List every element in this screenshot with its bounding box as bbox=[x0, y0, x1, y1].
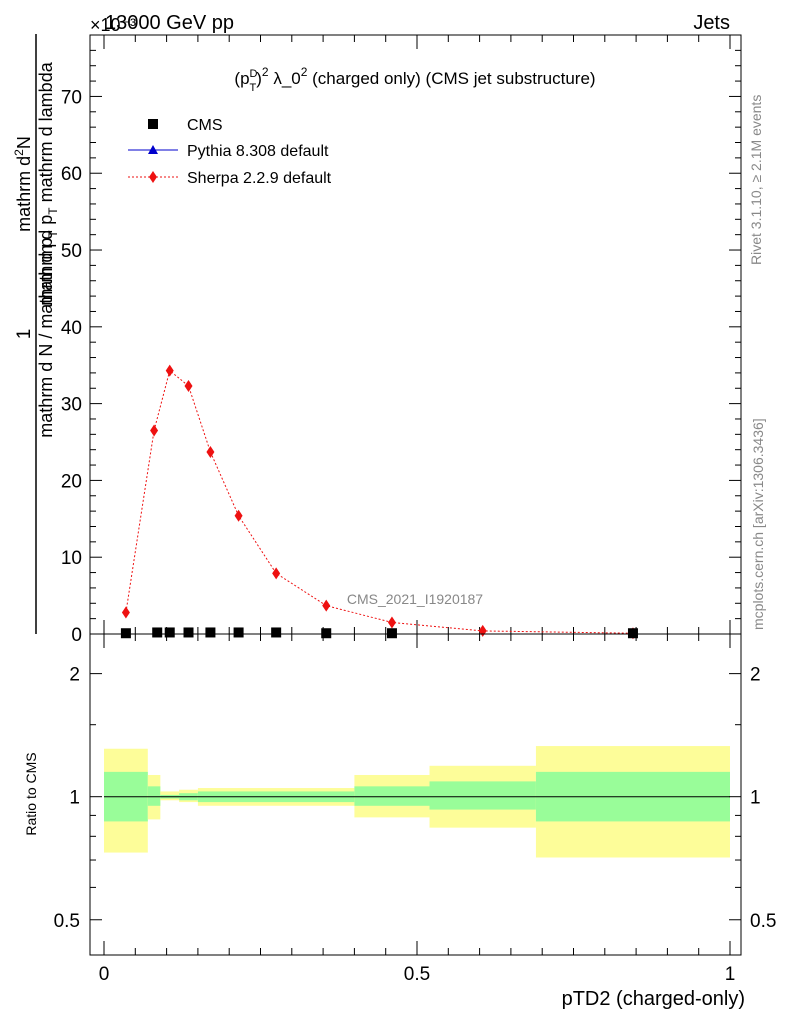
sherpa-point bbox=[206, 445, 215, 458]
legend-entry-sherpa: Sherpa 2.2.9 default bbox=[128, 170, 332, 187]
sherpa-point bbox=[165, 364, 174, 377]
ratio-y-label: Ratio to CMS bbox=[23, 752, 39, 835]
x-tick-label: 0.5 bbox=[404, 964, 430, 985]
main-y-axis-label: 1 mathrm d N / mathrm d pT mathrm d2N ma… bbox=[12, 34, 60, 634]
cms-point bbox=[627, 628, 638, 639]
ratio-inner-band bbox=[147, 786, 161, 806]
ratio-x-ticks: 0 0.5 1 bbox=[99, 634, 736, 985]
y-tick-label: 50 bbox=[61, 241, 82, 262]
sherpa-point bbox=[387, 616, 396, 629]
cms-point bbox=[386, 628, 397, 639]
ratio-inner-band bbox=[429, 781, 536, 810]
ratio-plot-frame bbox=[89, 633, 742, 956]
cms-point bbox=[120, 628, 131, 639]
y-tick-label: 70 bbox=[61, 87, 82, 108]
cms-point bbox=[271, 627, 282, 638]
ratio-y-tick-label: 0.5 bbox=[54, 911, 80, 932]
legend-sherpa-label: Sherpa 2.2.9 default bbox=[187, 170, 332, 187]
process-label: Jets bbox=[693, 12, 730, 34]
y-label-part3: mathrm d pT mathrm d lambda bbox=[36, 61, 60, 305]
legend-cms-label: CMS bbox=[187, 117, 223, 134]
ratio-y-ticks: 0.5 0.5 1 1 2 2 bbox=[54, 665, 777, 932]
ratio-y-tick-label-right: 1 bbox=[750, 788, 761, 809]
analysis-watermark: CMS_2021_I1920187 bbox=[347, 591, 483, 607]
legend-entry-cms: CMS bbox=[148, 117, 223, 134]
x-tick-label: 0 bbox=[99, 964, 110, 985]
ratio-y-tick-label-right: 2 bbox=[750, 665, 761, 686]
ratio-inner-band bbox=[354, 786, 430, 806]
plot-title: (pD T)2 λ_02 (charged only) (CMS jet subs… bbox=[234, 65, 595, 94]
legend-cms-marker bbox=[148, 119, 158, 129]
y-label-part2: mathrm d2N bbox=[12, 136, 34, 232]
y-tick-label: 60 bbox=[61, 164, 82, 185]
sherpa-point bbox=[184, 379, 193, 392]
x-axis-label: pTD2 (charged-only) bbox=[562, 988, 745, 1010]
y-tick-label: 20 bbox=[61, 471, 82, 492]
cms-point bbox=[152, 627, 163, 638]
sherpa-point bbox=[234, 509, 243, 522]
legend-sherpa-marker bbox=[149, 171, 157, 183]
cms-point bbox=[321, 628, 332, 639]
legend: CMS Pythia 8.308 default Sherpa 2.2.9 de… bbox=[128, 117, 332, 187]
legend-pythia-label: Pythia 8.308 default bbox=[187, 143, 329, 160]
rivet-version-text: Rivet 3.1.10, ≥ 2.1M events bbox=[748, 95, 764, 265]
sherpa-point bbox=[322, 599, 331, 612]
mcplots-reference-text: mcplots.cern.ch [arXiv:1306.3436] bbox=[750, 418, 766, 630]
main-y-ticks: 0 10 20 30 40 50 60 70 bbox=[61, 49, 741, 646]
x-tick-label: 1 bbox=[725, 964, 736, 985]
sherpa-point bbox=[272, 567, 281, 580]
y-exponent: ×10⁻³ bbox=[90, 15, 136, 35]
sherpa-point bbox=[150, 424, 159, 437]
legend-pythia-marker bbox=[148, 145, 158, 154]
legend-entry-pythia: Pythia 8.308 default bbox=[128, 143, 329, 160]
main-x-ticks bbox=[103, 35, 731, 634]
y-tick-label: 10 bbox=[61, 548, 82, 569]
y-tick-label: 30 bbox=[61, 395, 82, 416]
cms-point bbox=[233, 627, 244, 638]
cms-point bbox=[164, 627, 175, 638]
ratio-bands bbox=[104, 746, 730, 858]
y-tick-label: 40 bbox=[61, 318, 82, 339]
cms-series bbox=[120, 627, 638, 639]
sherpa-point bbox=[121, 606, 130, 619]
ratio-y-tick-label: 1 bbox=[69, 788, 80, 809]
ratio-y-tick-label: 2 bbox=[69, 665, 80, 686]
y-tick-label: 0 bbox=[71, 625, 82, 646]
ratio-y-tick-label-right: 0.5 bbox=[750, 911, 776, 932]
cms-point bbox=[205, 627, 216, 638]
energy-label: 13000 GeV pp bbox=[105, 12, 234, 34]
cms-point bbox=[183, 627, 194, 638]
y-label-numerator: 1 bbox=[14, 329, 35, 340]
